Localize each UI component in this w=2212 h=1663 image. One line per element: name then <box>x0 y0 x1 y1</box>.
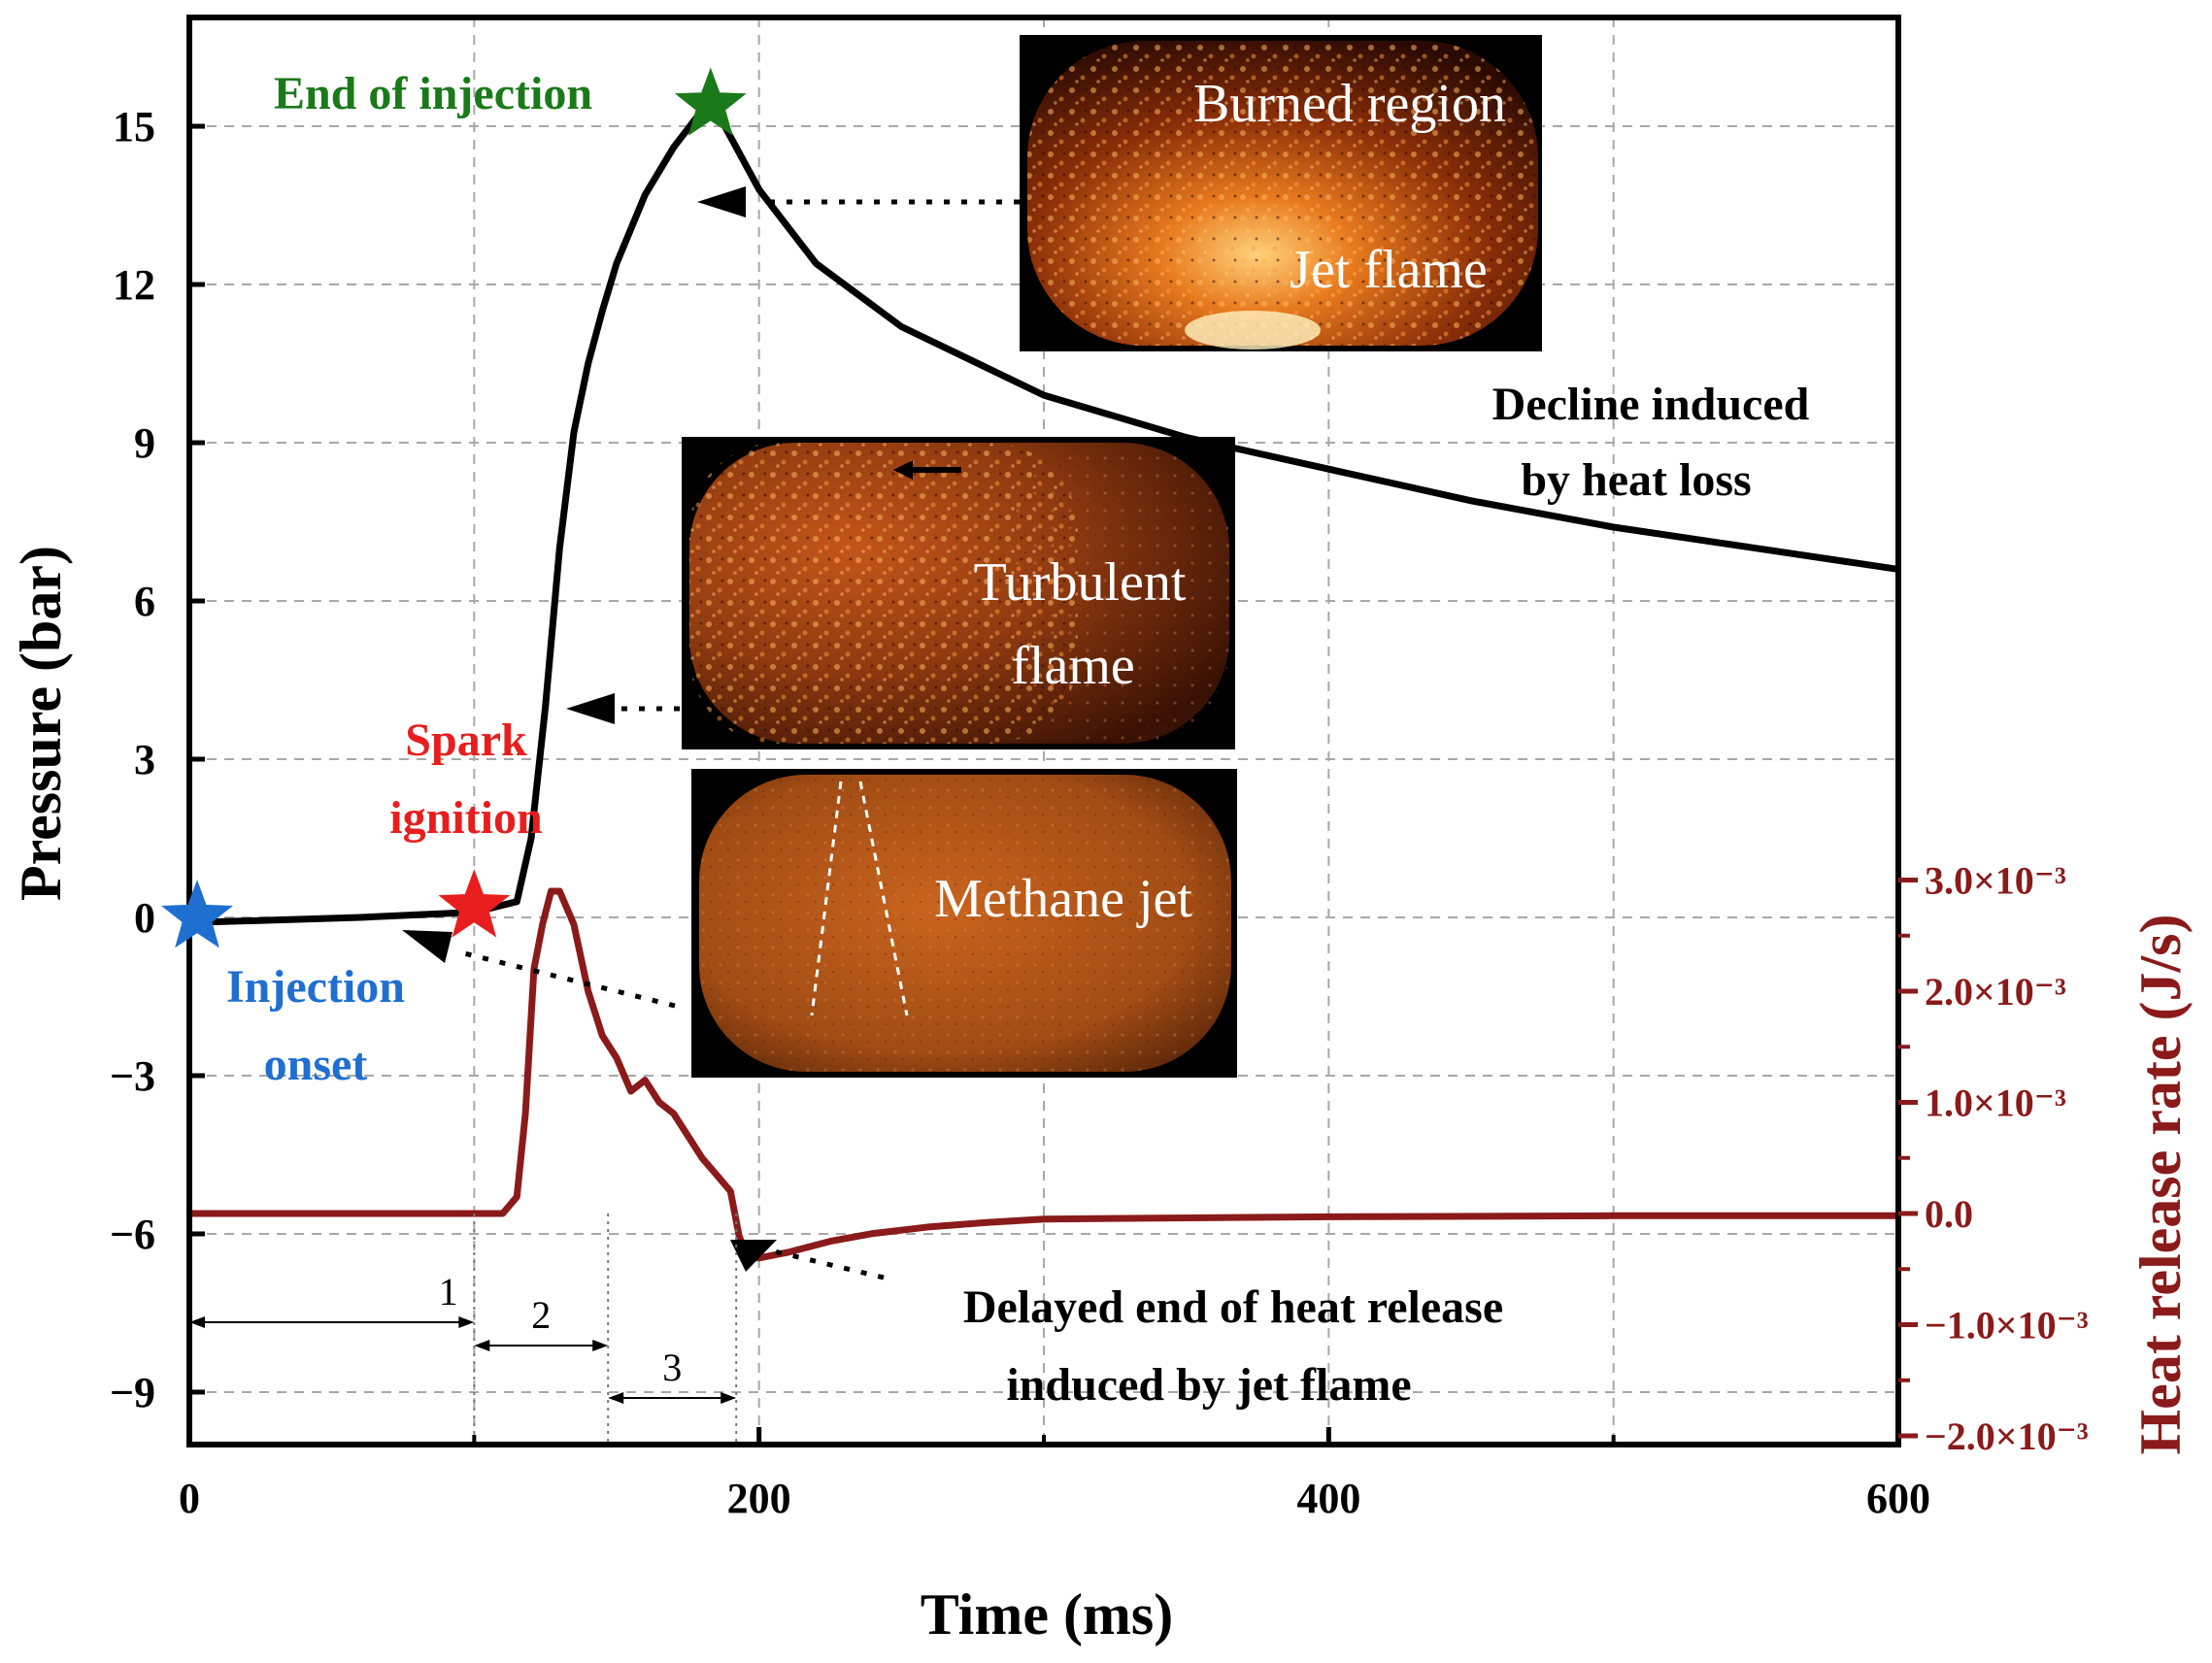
phase-arrow-head-right <box>592 1340 609 1351</box>
arrow-head-turbulent <box>566 693 615 724</box>
star-marker-injection-onset <box>161 880 233 948</box>
photo-label-jet-flame: Jet flame <box>1290 240 1488 300</box>
event-markers <box>161 67 747 948</box>
x-tick-label: 400 <box>1296 1475 1360 1522</box>
inset-photo-methane-jet: Methane jet <box>691 769 1237 1078</box>
arrow-head-delayed <box>730 1240 777 1272</box>
annotation-induced-by-jet-flame: induced by jet flame <box>1006 1359 1411 1411</box>
phase-segments: 1 2 3 <box>188 1214 738 1445</box>
right-axis-title: Heat release rate (J/s) <box>2128 915 2193 1455</box>
left-tick-label: 12 <box>113 261 155 309</box>
photo-label-turbulent: Turbulent <box>974 552 1187 613</box>
left-tick-label: 3 <box>134 736 155 783</box>
right-tick-label: −1.0×10⁻³ <box>1925 1304 2089 1347</box>
phase-arrow-head-right <box>721 1392 737 1404</box>
phase-arrow-head-left <box>474 1340 490 1351</box>
left-axis-title: Pressure (bar) <box>9 546 73 901</box>
x-axis-tick-labels: 0 200 400 600 <box>179 1475 1930 1522</box>
right-tick-label: 0.0 <box>1925 1192 1973 1236</box>
right-tick-label: −2.0×10⁻³ <box>1925 1414 2089 1458</box>
phase-label: 3 <box>662 1346 682 1389</box>
left-axis-tick-labels: 15 12 9 6 3 0 −3 −6 −9 <box>110 103 155 1416</box>
left-tick-label: 9 <box>134 419 155 467</box>
photo-pointer-arrows <box>402 186 1020 1281</box>
x-tick-label: 0 <box>179 1475 200 1522</box>
annotation-onset: onset <box>264 1039 368 1090</box>
annotation-injection: Injection <box>226 961 405 1013</box>
photo-label-flame: flame <box>1011 636 1134 696</box>
x-tick-label: 200 <box>727 1475 791 1522</box>
left-tick-label: −3 <box>110 1052 155 1100</box>
left-tick-label: −9 <box>110 1369 155 1416</box>
annotation-end-of-injection: End of injection <box>274 68 592 119</box>
left-tick-label: 0 <box>134 894 155 942</box>
x-tick-label: 600 <box>1866 1475 1930 1522</box>
right-tick-label: 1.0×10⁻³ <box>1925 1081 2066 1125</box>
phase-label: 2 <box>531 1293 551 1337</box>
x-axis-title: Time (ms) <box>921 1582 1174 1646</box>
photo-label-methane-jet: Methane jet <box>934 869 1192 929</box>
heat-release-rate-line <box>189 887 1898 1262</box>
star-marker-end-of-injection <box>674 67 747 136</box>
phase-arrow-head-right <box>458 1316 475 1328</box>
inset-photo-turbulent-flame: Turbulent flame <box>682 437 1235 749</box>
left-tick-label: 6 <box>134 578 155 625</box>
axis-tick-marks <box>186 123 1918 1445</box>
annotation-spark: Spark <box>405 715 527 766</box>
star-marker-spark-ignition <box>438 869 511 938</box>
left-tick-label: 15 <box>113 103 155 150</box>
annotation-decline-induced: Decline induced <box>1492 379 1810 430</box>
phase-arrow-head-left <box>189 1316 205 1328</box>
right-tick-label: 2.0×10⁻³ <box>1925 970 2066 1014</box>
annotation-delayed-end: Delayed end of heat release <box>963 1281 1503 1333</box>
photo-label-burned-region: Burned region <box>1193 74 1506 134</box>
phase-label: 1 <box>439 1270 458 1314</box>
left-tick-label: −6 <box>110 1211 155 1258</box>
right-tick-label: 3.0×10⁻³ <box>1925 859 2066 903</box>
annotation-by-heat-loss: by heat loss <box>1521 454 1751 506</box>
annotation-ignition: ignition <box>389 792 542 844</box>
pressure-line <box>188 107 1899 926</box>
right-axis-tick-labels: 3.0×10⁻³ 2.0×10⁻³ 1.0×10⁻³ 0.0 −1.0×10⁻³ −2.0… <box>1925 859 2089 1459</box>
inset-photo-burned-region: Burned region Jet flame <box>1020 35 1542 351</box>
arrow-head-methane <box>402 930 452 963</box>
arrow-head-burned <box>697 186 746 217</box>
phase-arrow-head-left <box>608 1392 624 1404</box>
